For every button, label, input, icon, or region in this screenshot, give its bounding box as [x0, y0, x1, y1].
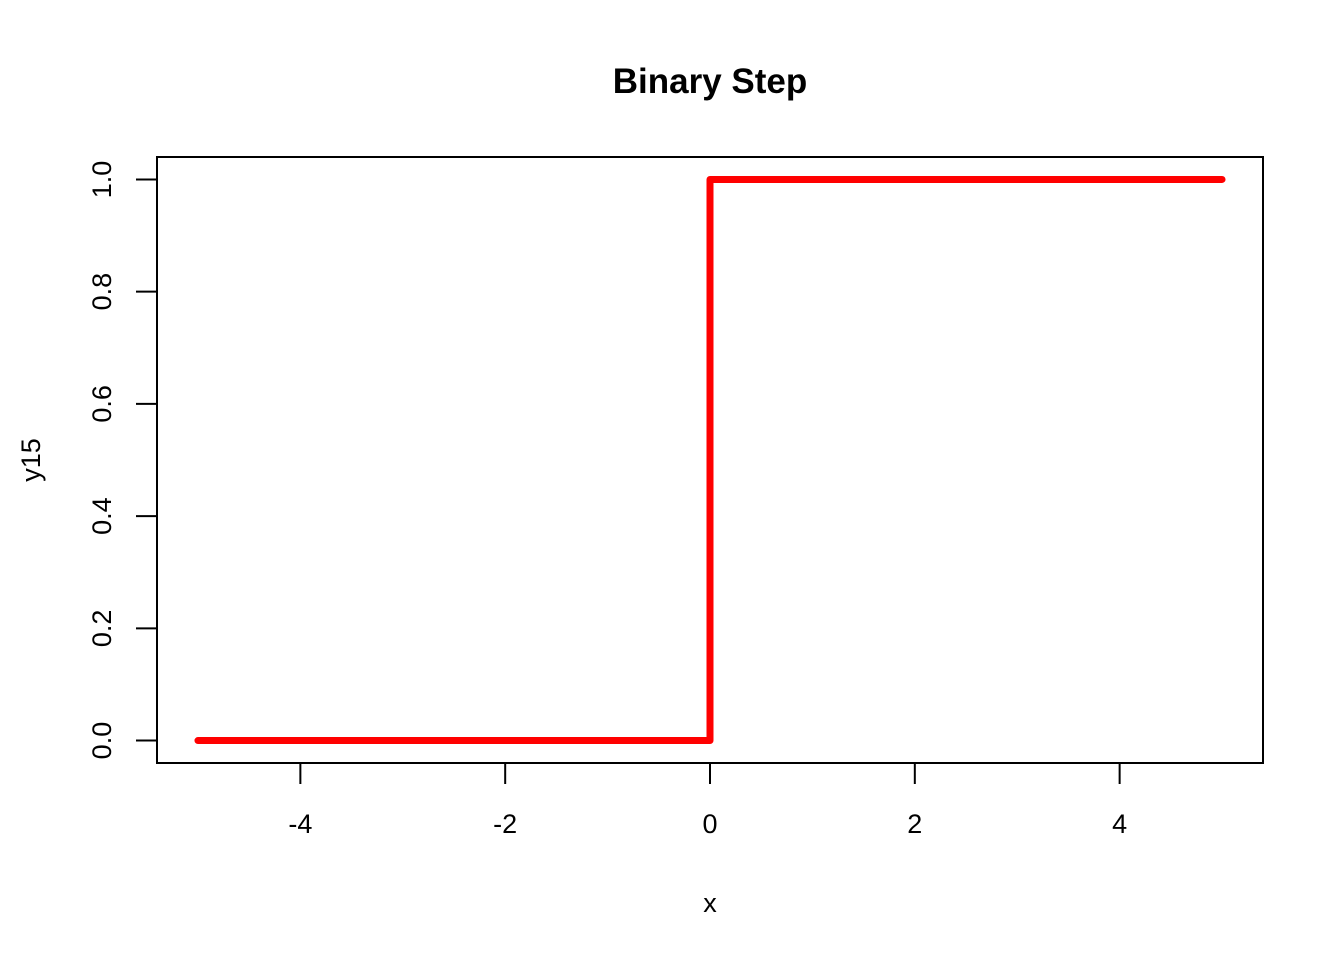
- x-tick-label: -4: [288, 809, 312, 839]
- y-tick-label: 0.4: [87, 497, 117, 535]
- x-axis-label: x: [703, 888, 717, 918]
- y-tick-label: 0.6: [87, 385, 117, 423]
- x-axis: -4 -2 0 2 4: [288, 762, 1127, 839]
- y-tick-label: 1.0: [87, 161, 117, 199]
- series-line: [194, 175, 1226, 745]
- y-tick-label: 0.2: [87, 610, 117, 648]
- x-tick-label: 0: [702, 809, 717, 839]
- y-axis: 0.0 0.2 0.4 0.6 0.8 1.0: [87, 161, 158, 760]
- x-tick-label: 4: [1112, 809, 1127, 839]
- y-tick-label: 0.0: [87, 722, 117, 760]
- y-tick-label: 0.8: [87, 273, 117, 311]
- chart-title: Binary Step: [613, 62, 808, 101]
- x-tick-label: -2: [493, 809, 517, 839]
- x-tick-label: 2: [907, 809, 922, 839]
- y-axis-label: y15: [16, 438, 46, 482]
- series-layer: [194, 175, 1226, 745]
